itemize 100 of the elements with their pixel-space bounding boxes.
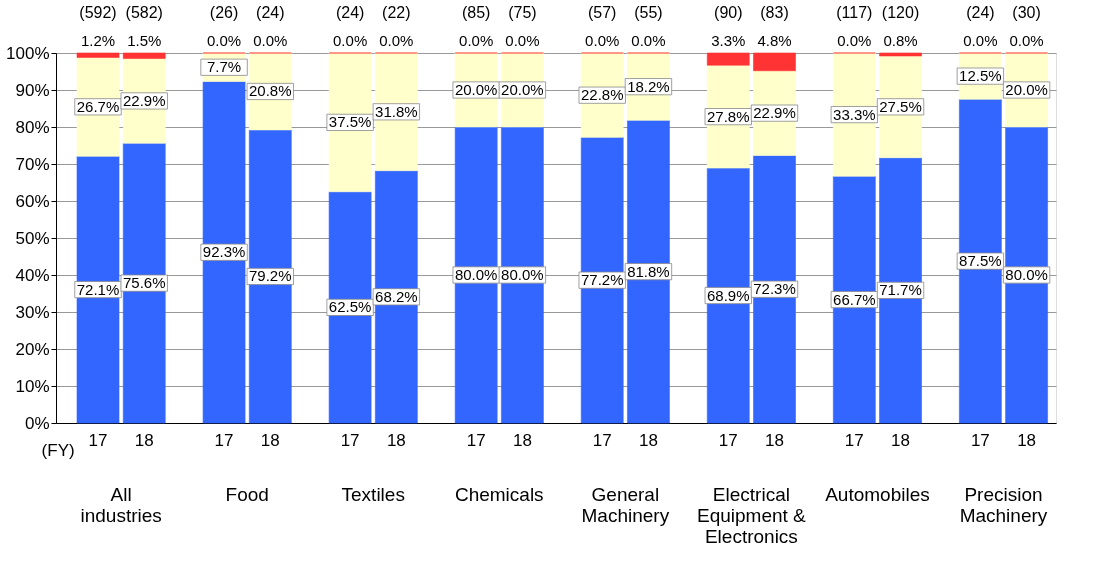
data-label: 20.8% — [249, 82, 292, 100]
text: (592) — [79, 4, 117, 21]
y-tick-label: 50% — [15, 228, 50, 248]
data-label: 7.7% — [206, 58, 242, 76]
x-tick-label: 17 — [88, 431, 108, 450]
y-tick-label: 60% — [15, 191, 50, 211]
x-tick-label: 18 — [1017, 431, 1037, 450]
data-label: 79.2% — [249, 267, 292, 285]
text: (24) — [966, 4, 995, 21]
data-label: 77.2% — [580, 271, 624, 289]
text: (117) — [836, 4, 873, 21]
data-label: 92.3% — [202, 243, 246, 261]
data-label: 0.0% — [459, 32, 494, 49]
data-label: 33.3% — [833, 105, 876, 123]
data-label: 3.3% — [711, 32, 746, 49]
data-label: 72.3% — [753, 280, 796, 298]
text: Textiles — [341, 484, 405, 505]
data-label: 71.7% — [879, 281, 922, 299]
data-label: 37.5% — [328, 113, 372, 131]
text: (120) — [881, 4, 920, 21]
text: (22) — [382, 4, 411, 21]
y-tick-label: 20% — [15, 339, 50, 359]
data-label: 26.7% — [76, 97, 120, 115]
data-label: 0.0% — [631, 32, 666, 49]
y-tick-label: 70% — [15, 154, 50, 174]
data-label: 22.9% — [122, 91, 166, 109]
data-label: 62.5% — [328, 298, 372, 316]
data-label: 68.2% — [375, 287, 418, 305]
data-label: 0.0% — [379, 32, 414, 49]
data-label: 12.5% — [959, 67, 1002, 85]
text: (24) — [335, 4, 365, 21]
data-label: 0.0% — [585, 32, 620, 49]
data-label: 0.0% — [333, 32, 368, 49]
text: (55) — [634, 4, 663, 21]
data-label: 22.9% — [753, 104, 796, 122]
text: (85) — [461, 4, 491, 21]
text: (26) — [209, 4, 239, 21]
data-label: 0.0% — [837, 32, 872, 49]
data-label: 87.5% — [959, 252, 1002, 270]
data-label: 80.0% — [501, 266, 544, 283]
text: Electrical Equipment & Electronics — [696, 484, 807, 547]
x-tick-label: 17 — [340, 431, 360, 450]
text: General Machinery — [581, 484, 670, 526]
y-tick-label: 100% — [6, 43, 50, 63]
data-label: 1.2% — [80, 32, 116, 49]
data-label: 0.0% — [206, 32, 242, 49]
y-tick-label: 30% — [15, 302, 50, 322]
data-label: 0.0% — [505, 32, 540, 49]
data-label: 0.8% — [883, 32, 918, 49]
y-tick-label: 0% — [24, 413, 50, 433]
data-label: 18.2% — [627, 77, 670, 95]
data-label: 80.0% — [454, 266, 498, 283]
text: (30) — [1012, 4, 1041, 21]
x-tick-label: 17 — [718, 431, 738, 450]
data-label: 0.0% — [963, 32, 998, 49]
text: (582) — [125, 4, 163, 21]
y-tick-label: 10% — [15, 376, 50, 396]
x-tick-label: 18 — [512, 431, 532, 450]
data-label: 72.1% — [76, 280, 120, 298]
x-tick-label: 18 — [891, 431, 910, 450]
text: All industries — [80, 484, 162, 526]
data-label: 20.0% — [501, 81, 544, 98]
x-tick-label: 17 — [592, 431, 612, 450]
data-label: 75.6% — [122, 274, 166, 292]
text: (57) — [587, 4, 617, 21]
text: (24) — [256, 4, 285, 21]
data-label: 20.0% — [454, 81, 498, 98]
text: Precision Machinery — [959, 484, 1048, 526]
x-tick-label: 18 — [765, 431, 784, 450]
data-label: 31.8% — [375, 102, 418, 120]
text: (75) — [508, 4, 537, 21]
data-label: 27.5% — [879, 97, 922, 115]
x-tick-label: 17 — [214, 431, 234, 450]
data-label: 0.0% — [253, 32, 288, 49]
text: Food — [225, 484, 269, 505]
text: Automobiles — [825, 484, 930, 505]
x-tick-label: 18 — [260, 431, 280, 450]
data-label: 20.0% — [1005, 81, 1048, 98]
y-tick-label: 40% — [15, 265, 50, 285]
data-label: 4.8% — [757, 32, 792, 49]
text: (90) — [714, 4, 743, 21]
x-tick-label: 17 — [844, 431, 864, 450]
x-tick-label: 17 — [970, 431, 990, 450]
data-label: 81.8% — [627, 262, 670, 280]
y-tick-label: 80% — [15, 117, 50, 137]
y-tick-label: 90% — [15, 80, 50, 100]
data-label: 27.8% — [707, 107, 750, 125]
x-tick-label: 17 — [466, 431, 486, 450]
x-tick-label: 18 — [134, 431, 154, 450]
x-tick-label: 18 — [386, 431, 406, 450]
data-label: 22.8% — [580, 86, 624, 104]
text: (83) — [760, 4, 789, 21]
data-label: 0.0% — [1009, 32, 1044, 49]
data-label: 68.9% — [707, 286, 750, 304]
data-label: 80.0% — [1005, 266, 1048, 283]
text: Chemicals — [454, 484, 544, 505]
data-label: 66.7% — [833, 290, 876, 308]
x-tick-label: 18 — [638, 431, 658, 450]
text: (FY) — [41, 441, 75, 460]
data-label: 1.5% — [127, 32, 162, 49]
